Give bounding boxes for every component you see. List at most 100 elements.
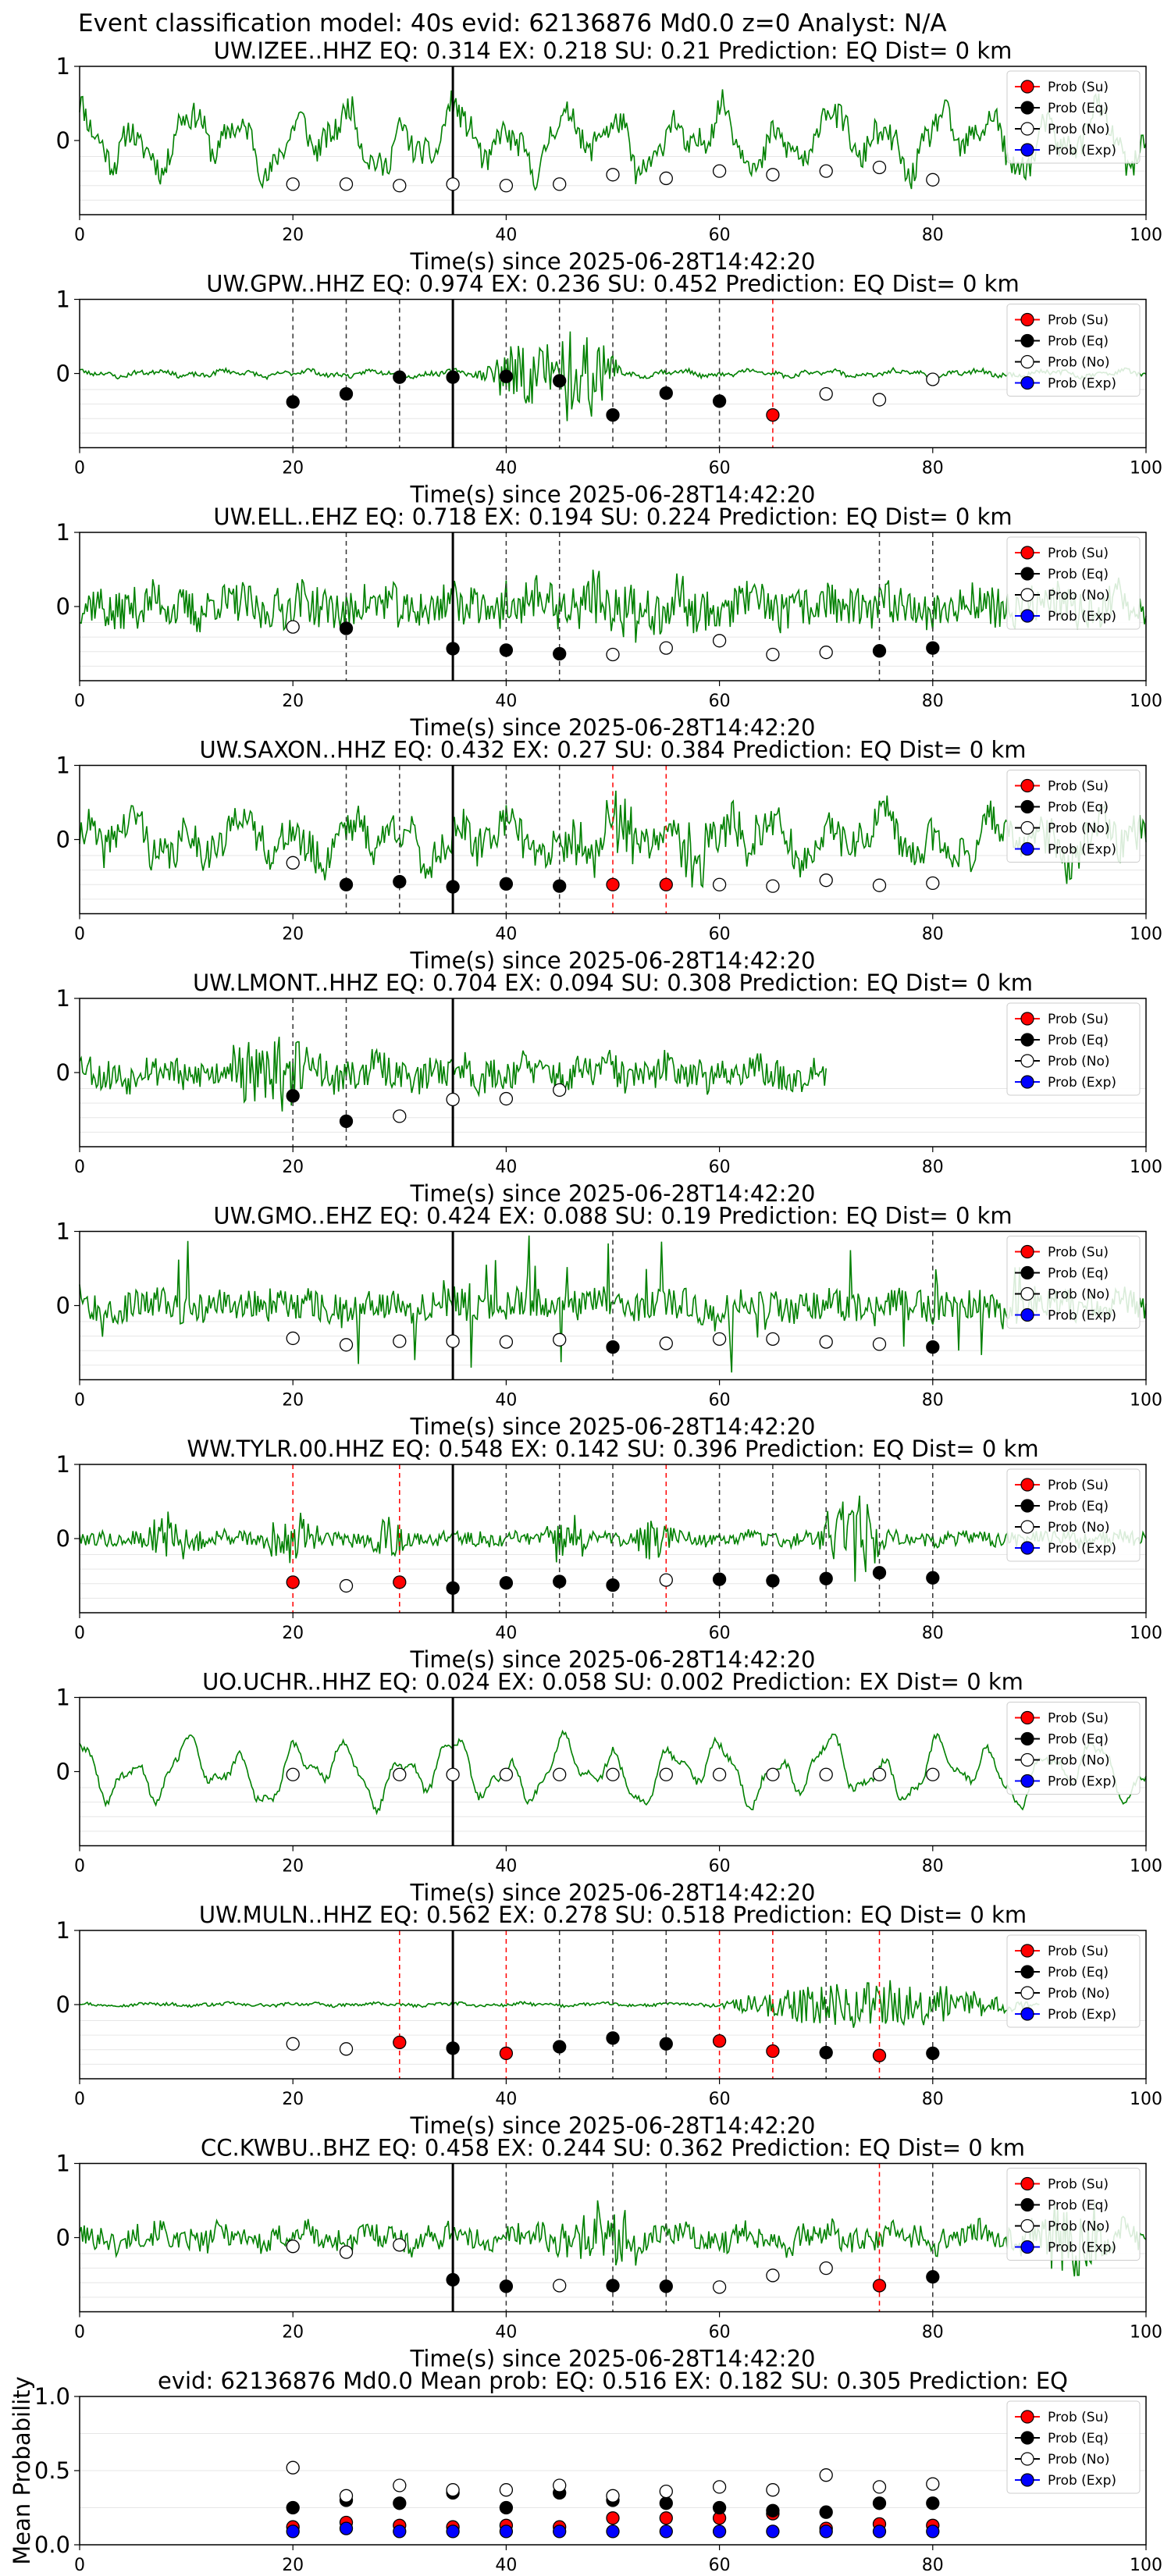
axes-frame (79, 2396, 1147, 2546)
panel-title: UW.ELL..EHZ EQ: 0.718 EX: 0.194 SU: 0.22… (213, 503, 1012, 530)
y-tick-label: 0.5 (34, 2457, 70, 2484)
panel-uo-uchr--hhz: UO.UCHR..HHZ EQ: 0.024 EX: 0.058 SU: 0.0… (56, 1669, 1162, 1906)
prob-point-eq (659, 2037, 673, 2051)
prob-point-no (393, 1334, 407, 1348)
legend-label-exp: Prob (Exp) (1048, 376, 1116, 392)
mean-point-eq (712, 2500, 727, 2515)
legend-marker-no (1020, 588, 1034, 602)
legend-marker-exp (1020, 375, 1034, 390)
x-tick-label: 60 (709, 2323, 731, 2343)
prob-point-no (712, 877, 727, 891)
x-axis-label: Time(s) since 2025-06-28T14:42:20 (410, 1646, 816, 1673)
legend-marker-exp (1020, 2240, 1034, 2254)
mean-point-su (659, 2511, 673, 2525)
prob-point-su (286, 1575, 300, 1589)
mean-point-exp (766, 2524, 780, 2539)
x-tick-label: 40 (495, 1158, 517, 1177)
prob-point-eq (606, 1578, 620, 1592)
x-tick-label: 0 (74, 1391, 85, 1411)
legend-marker-eq (1020, 799, 1034, 814)
prob-point-eq (926, 1340, 940, 1354)
legend-marker-exp (1020, 2473, 1034, 2487)
legend-box (1006, 1236, 1141, 1329)
prob-point-eq (499, 2279, 514, 2293)
legend-label-no: Prob (No) (1048, 1054, 1110, 1069)
y-axis-label: Mean Probability (9, 2376, 35, 2565)
x-axis-label: Time(s) since 2025-06-28T14:42:20 (410, 2346, 816, 2372)
prob-point-no (712, 2280, 727, 2294)
x-tick-label: 0 (74, 1624, 85, 1643)
prob-point-eq (606, 1340, 620, 1354)
prob-point-eq (339, 386, 354, 401)
legend-marker-no (1020, 2452, 1034, 2466)
x-axis-label: Time(s) since 2025-06-28T14:42:20 (410, 1414, 816, 1440)
legend-marker-exp (1020, 2007, 1034, 2021)
x-axis-label: Time(s) since 2025-06-28T14:42:20 (410, 482, 816, 508)
prob-point-no (499, 1767, 514, 1781)
legend-label-exp: Prob (Exp) (1048, 842, 1116, 858)
prob-point-no (553, 1767, 567, 1781)
legend-marker-no (1020, 1986, 1034, 2000)
legend-label-eq: Prob (Eq) (1048, 1499, 1109, 1514)
prob-point-no (819, 164, 833, 178)
x-tick-label: 40 (495, 2556, 517, 2575)
legend-label-no: Prob (No) (1048, 122, 1110, 137)
axes-frame (79, 532, 1147, 681)
prob-point-no (499, 179, 514, 193)
prob-point-no (393, 1767, 407, 1781)
prob-point-no (659, 641, 673, 655)
prob-point-no (286, 2037, 300, 2051)
x-tick-label: 60 (709, 1158, 731, 1177)
legend-label-no: Prob (No) (1048, 588, 1110, 603)
legend-marker-eq (1020, 1499, 1034, 1513)
prob-point-eq (499, 643, 514, 657)
legend-label-eq: Prob (Eq) (1048, 334, 1109, 350)
panel-title: UW.SAXON..HHZ EQ: 0.432 EX: 0.27 SU: 0.3… (200, 737, 1027, 763)
legend-marker-exp (1020, 1308, 1034, 1322)
mean-point-eq (659, 2496, 673, 2510)
prob-point-eq (553, 1574, 567, 1589)
x-tick-label: 80 (922, 1624, 944, 1643)
prob-point-no (286, 2240, 300, 2254)
mean-point-eq (766, 2503, 780, 2517)
prob-point-no (553, 2279, 567, 2293)
panel-uw-izee--hhz: UW.IZEE..HHZ EQ: 0.314 EX: 0.218 SU: 0.2… (56, 37, 1162, 275)
panel-uw-lmont--hhz: UW.LMONT..HHZ EQ: 0.704 EX: 0.094 SU: 0.… (56, 970, 1162, 1207)
prob-point-eq (446, 2272, 460, 2287)
prob-point-no (553, 1083, 567, 1098)
panel-title: UW.LMONT..HHZ EQ: 0.704 EX: 0.094 SU: 0.… (193, 970, 1033, 996)
mean-point-no (446, 2483, 460, 2497)
legend-label-eq: Prob (Eq) (1048, 2198, 1109, 2214)
x-tick-label: 0 (74, 2556, 85, 2575)
x-tick-label: 80 (922, 1857, 944, 1877)
legend-marker-su (1020, 1244, 1034, 1259)
mean-point-eq (819, 2505, 833, 2519)
legend-marker-no (1020, 1054, 1034, 1068)
prob-point-no (819, 2261, 833, 2275)
x-tick-label: 0 (74, 2090, 85, 2109)
y-tick-label: 0 (56, 2225, 70, 2251)
legend-marker-eq (1020, 101, 1034, 115)
panel-title: UW.GMO..EHZ EQ: 0.424 EX: 0.088 SU: 0.19… (213, 1203, 1012, 1229)
legend-box (1006, 1468, 1141, 1562)
x-tick-label: 100 (1130, 1857, 1162, 1877)
x-tick-label: 80 (922, 1158, 944, 1177)
prob-point-eq (393, 370, 407, 384)
legend-label-exp: Prob (Exp) (1048, 2007, 1116, 2023)
x-tick-label: 100 (1130, 226, 1162, 245)
legend-label-no: Prob (No) (1048, 2219, 1110, 2235)
prob-point-su (766, 407, 780, 422)
prob-point-no (659, 171, 673, 186)
x-tick-label: 40 (495, 925, 517, 945)
x-tick-label: 20 (282, 459, 304, 479)
prob-point-eq (872, 1566, 887, 1580)
legend-marker-exp (1020, 609, 1034, 623)
legend-marker-su (1020, 1710, 1034, 1725)
legend-label-no: Prob (No) (1048, 1287, 1110, 1303)
prob-point-no (393, 179, 407, 193)
x-tick-label: 20 (282, 1158, 304, 1177)
legend-marker-eq (1020, 333, 1034, 348)
x-tick-label: 20 (282, 226, 304, 245)
legend-label-eq: Prob (Eq) (1048, 1266, 1109, 1282)
legend-marker-no (1020, 820, 1034, 835)
